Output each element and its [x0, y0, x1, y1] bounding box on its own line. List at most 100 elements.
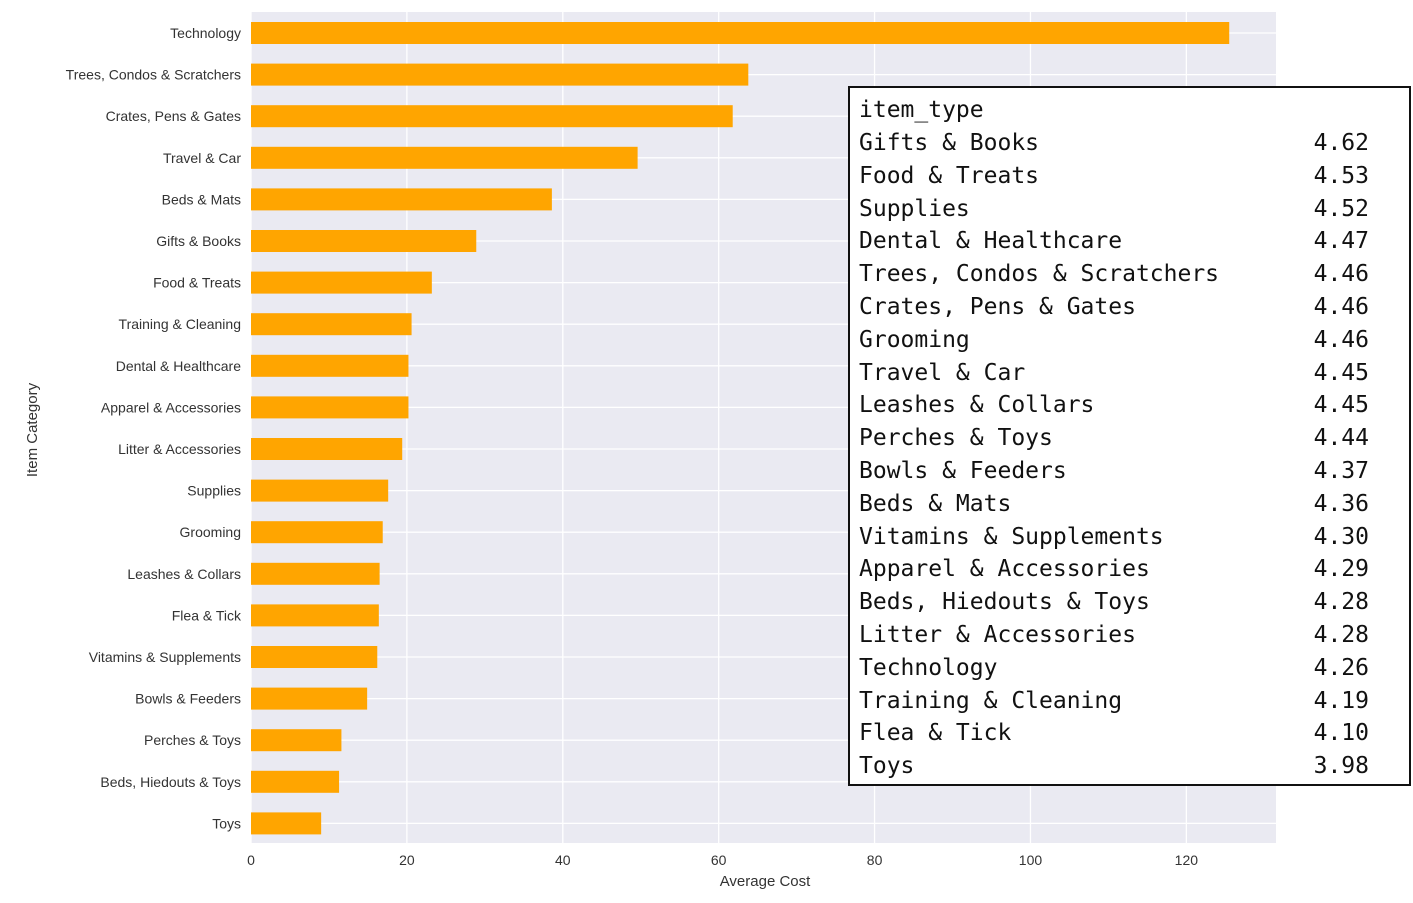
output-table: item_type Gifts & Books 4.62 Food & Treats…: [848, 86, 1411, 786]
row-value: 4.26: [1313, 654, 1369, 681]
row-item-type: Beds & Mats: [859, 490, 1012, 517]
row-item-type: Grooming: [859, 326, 970, 353]
row-value: 4.46: [1313, 261, 1369, 288]
row-item-type: Crates, Pens & Gates: [859, 293, 1136, 320]
bar: [251, 354, 409, 377]
row-value: 4.36: [1313, 490, 1369, 517]
output-table-rows: Gifts & Books 4.62 Food & Treats 4.53 Suppli…: [859, 127, 1409, 783]
row-item-type: Leashes & Collars: [859, 392, 1095, 419]
output-table-row: Toys 3.98: [859, 750, 1409, 783]
row-item-type: Apparel & Accessories: [859, 556, 1150, 583]
y-tick-label: Crates, Pens & Gates: [106, 108, 241, 124]
bar: [251, 521, 383, 544]
bar: [251, 687, 368, 710]
x-tick-label: 0: [247, 852, 255, 868]
bar: [251, 770, 340, 793]
row-value: 4.29: [1313, 556, 1369, 583]
row-value: 4.45: [1313, 359, 1369, 386]
row-item-type: Trees, Condos & Scratchers: [859, 261, 1220, 288]
row-item-type: Travel & Car: [859, 359, 1026, 386]
row-value: 4.47: [1313, 228, 1369, 255]
bar: [251, 729, 342, 752]
row-value: 4.62: [1313, 130, 1369, 156]
y-tick-label: Apparel & Accessories: [101, 399, 241, 415]
y-tick-label: Food & Treats: [153, 275, 241, 291]
x-tick-label: 80: [867, 852, 883, 868]
row-value: 4.30: [1313, 523, 1369, 550]
y-tick-label: Toys: [212, 815, 241, 831]
output-table-row: Grooming 4.46: [859, 324, 1409, 357]
y-tick-label: Perches & Toys: [144, 732, 241, 748]
output-table-row: Bowls & Feeders 4.37: [859, 455, 1409, 488]
row-item-type: Perches & Toys: [859, 425, 1053, 452]
row-item-type: Training & Cleaning: [859, 687, 1123, 714]
y-tick-label: Beds, Hiedouts & Toys: [100, 774, 241, 790]
bar: [251, 313, 412, 336]
row-item-type: Dental & Healthcare: [859, 228, 1123, 255]
bar: [251, 646, 378, 668]
row-value: 4.44: [1313, 425, 1369, 452]
output-table-row: Vitamins & Supplements 4.30: [859, 521, 1409, 554]
y-tick-label: Vitamins & Supplements: [89, 649, 241, 665]
row-item-type: Technology: [859, 654, 998, 681]
output-table-row: Trees, Condos & Scratchers 4.46: [859, 258, 1409, 291]
bar: [251, 812, 322, 835]
output-table-row: Training & Cleaning 4.19: [859, 685, 1409, 718]
bar: [251, 230, 477, 252]
output-table-row: Beds & Mats 4.36: [859, 488, 1409, 521]
x-axis-title: Average Cost: [720, 873, 811, 890]
x-tick-label: 60: [711, 852, 727, 868]
bar: [251, 188, 552, 211]
output-table-row: Leashes & Collars 4.45: [859, 389, 1409, 422]
row-item-type: Vitamins & Supplements: [859, 523, 1164, 550]
y-axis-title: Item Category: [24, 382, 41, 477]
x-tick-labels: 0 20 40 60 80 100 120: [247, 852, 1198, 868]
y-tick-label: Gifts & Books: [156, 233, 241, 249]
x-tick-label: 40: [555, 852, 571, 868]
row-item-type: Toys: [859, 753, 915, 780]
output-table-row: Dental & Healthcare 4.47: [859, 225, 1409, 258]
row-value: 4.46: [1313, 326, 1369, 353]
output-table-row: Litter & Accessories 4.28: [859, 619, 1409, 652]
row-item-type: Flea & Tick: [859, 720, 1012, 747]
bar: [251, 438, 403, 460]
y-tick-label: Litter & Accessories: [118, 441, 241, 457]
y-tick-label: Bowls & Feeders: [135, 691, 241, 707]
output-table-row: Food & Treats 4.53: [859, 160, 1409, 193]
y-tick-label: Travel & Car: [163, 150, 241, 166]
output-table-row: Technology 4.26: [859, 652, 1409, 685]
row-item-type: Bowls & Feeders: [859, 457, 1067, 484]
row-value: 4.19: [1313, 687, 1369, 714]
x-tick-label: 20: [399, 852, 415, 868]
row-item-type: Supplies: [859, 195, 970, 222]
y-tick-label: Grooming: [180, 524, 241, 540]
row-item-type: Beds, Hiedouts & Toys: [859, 589, 1150, 616]
bar: [251, 22, 1230, 44]
bar: [251, 146, 638, 169]
row-value: 4.46: [1313, 293, 1369, 320]
bar: [251, 396, 409, 419]
y-tick-label: Supplies: [187, 483, 241, 499]
row-value: 4.28: [1313, 621, 1369, 648]
output-table-row: Travel & Car 4.45: [859, 357, 1409, 390]
bar: [251, 63, 749, 86]
bar: [251, 562, 380, 585]
bar: [251, 604, 379, 627]
output-table-row: Supplies 4.52: [859, 193, 1409, 226]
bar: [251, 479, 389, 502]
row-value: 4.45: [1313, 392, 1369, 419]
y-tick-label: Trees, Condos & Scratchers: [66, 67, 241, 83]
output-table-row: Flea & Tick 4.10: [859, 717, 1409, 750]
y-tick-label: Leashes & Collars: [127, 566, 241, 582]
output-table-row: Gifts & Books 4.62: [859, 127, 1409, 160]
x-tick-label: 100: [1019, 852, 1043, 868]
y-tick-label: Beds & Mats: [162, 191, 241, 207]
y-tick-labels: Technology Trees, Condos & Scratchers Crat…: [66, 25, 242, 831]
output-table-row: Perches & Toys 4.44: [859, 422, 1409, 455]
row-value: 4.52: [1313, 195, 1369, 222]
output-table-row: Apparel & Accessories 4.29: [859, 553, 1409, 586]
bars: [251, 22, 1230, 835]
row-item-type: Gifts & Books: [859, 130, 1040, 156]
y-tick-label: Dental & Healthcare: [116, 358, 242, 374]
